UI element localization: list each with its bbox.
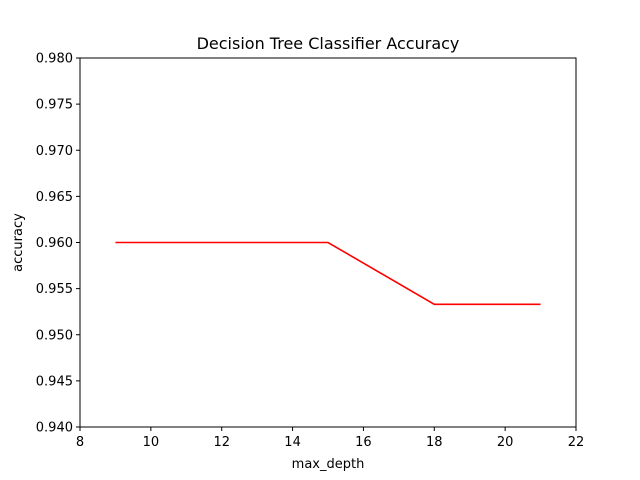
y-tick-label: 0.940 [36,421,73,436]
x-tick-label: 14 [284,435,301,450]
y-tick-label: 0.955 [36,282,73,297]
x-tick-label: 18 [426,435,443,450]
chart-title: Decision Tree Classifier Accuracy [197,34,460,53]
x-tick-label: 10 [143,435,160,450]
series-line [115,241,541,306]
y-tick-label: 0.980 [36,52,73,67]
y-tick-label: 0.965 [36,190,73,205]
x-axis-ticks: 8 10 12 14 16 18 20 22 [76,427,584,450]
y-tick-label: 0.960 [36,236,73,251]
y-axis-label: accuracy [11,213,26,272]
x-tick-label: 12 [213,435,230,450]
y-tick-label: 0.975 [36,98,73,113]
y-tick-label: 0.945 [36,374,73,389]
plot-area [115,241,541,306]
plot-frame [79,57,577,428]
x-tick-label: 22 [568,435,585,450]
x-tick-label: 8 [76,435,84,450]
y-tick-label: 0.970 [36,144,73,159]
y-tick-label: 0.950 [36,328,73,343]
y-axis-ticks: 0.940 0.945 0.950 0.955 0.960 0.965 0.970 0.975… [36,52,80,436]
x-tick-label: 20 [497,435,514,450]
x-tick-label: 16 [355,435,372,450]
x-axis-label: max_depth [292,457,365,472]
